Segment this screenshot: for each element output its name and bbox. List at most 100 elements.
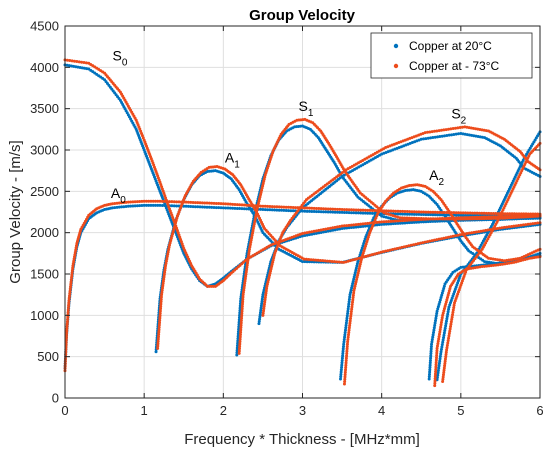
series-0-mode-1-point: [312, 210, 316, 214]
series-0-mode-6-point: [437, 302, 441, 306]
series-1-mode-2-point: [156, 346, 160, 350]
series-1-mode-5-point: [348, 323, 352, 327]
series-1-mode-6-point: [434, 356, 438, 360]
series-1-mode-1-point: [419, 210, 423, 214]
series-0-mode-1-point: [231, 206, 235, 210]
series-1-mode-2-point: [339, 260, 343, 264]
series-1-mode-2-point: [414, 242, 418, 246]
series-0-mode-1-point: [438, 213, 442, 217]
series-1-mode-3-point: [468, 217, 472, 221]
series-1-mode-6-point: [433, 372, 437, 376]
series-1-mode-3-point: [238, 335, 242, 339]
series-1-mode-5-point: [363, 244, 367, 248]
series-1-mode-1-point: [64, 339, 68, 342]
series-0-mode-1-point: [396, 212, 400, 216]
series-1-mode-2-point: [400, 245, 404, 249]
series-1-mode-3-point: [519, 215, 523, 219]
series-0-mode-0-point: [307, 233, 311, 237]
series-0-mode-5-point: [343, 328, 347, 332]
series-0-mode-1-point: [266, 208, 270, 212]
series-1-mode-6-point: [434, 363, 438, 367]
series-1-mode-5-point: [350, 303, 354, 307]
series-1-mode-3-point: [239, 326, 243, 330]
series-1-mode-3-point: [417, 216, 421, 220]
series-0-mode-0-point: [314, 231, 318, 235]
y-tick-label: 0: [52, 391, 59, 406]
mode-label-a1: A1: [225, 149, 240, 170]
series-0-mode-0-point: [342, 226, 346, 230]
series-0-mode-1-point: [429, 213, 433, 217]
series-1-mode-5-point: [363, 246, 367, 250]
series-0-mode-0-point: [366, 224, 370, 228]
series-1-mode-0-point: [389, 219, 393, 223]
series-0-mode-1-point: [235, 206, 239, 210]
series-1-mode-5-point: [348, 321, 352, 325]
series-1-mode-1-point: [149, 199, 153, 203]
series-1-mode-1-point: [170, 200, 174, 204]
series-1-mode-1-point: [512, 212, 516, 216]
series-1-mode-5-point: [361, 251, 365, 255]
series-1-mode-0-point: [305, 231, 309, 235]
series-1-mode-1-point: [163, 199, 167, 203]
series-1-mode-6-point: [516, 259, 520, 263]
series-1-mode-3-point: [239, 318, 243, 322]
y-tick-label: 3000: [30, 143, 59, 158]
series-0-mode-7-point: [439, 347, 443, 351]
series-0-mode-1-point: [354, 211, 358, 215]
series-1-mode-0-point: [73, 59, 76, 63]
series-1-mode-7-point: [452, 306, 456, 310]
series-1-mode-3-point: [245, 265, 249, 269]
series-0-mode-5-point: [340, 365, 344, 369]
series-1-mode-1-point: [515, 212, 519, 216]
series-0-mode-7-point: [445, 314, 449, 318]
series-0-mode-1-point: [205, 205, 209, 209]
series-1-mode-2-point: [510, 224, 513, 228]
series-1-mode-3-point: [242, 286, 246, 290]
series-1-mode-7-point: [441, 379, 445, 383]
series-1-mode-2-point: [456, 233, 460, 237]
series-0-mode-1-point: [217, 206, 221, 210]
series-0-mode-1-point: [436, 213, 440, 217]
series-0-mode-1-point: [280, 208, 284, 212]
series-1-mode-2-point: [512, 224, 516, 228]
series-0-mode-7-point: [441, 340, 445, 344]
series-0-mode-6-point: [428, 365, 432, 369]
series-1-mode-6-point: [519, 259, 523, 263]
series-1-mode-2-point: [398, 246, 402, 250]
series-1-mode-3-point: [241, 297, 245, 301]
series-1-mode-7-point: [450, 315, 454, 319]
series-1-mode-1-point: [72, 259, 76, 263]
series-1-mode-2-point: [484, 228, 488, 232]
series-1-mode-5-point: [345, 354, 349, 358]
series-1-mode-1-point: [196, 201, 200, 205]
series-1-mode-3-point: [245, 268, 249, 272]
series-1-mode-2-point: [163, 270, 167, 274]
series-1-mode-4-point: [263, 296, 267, 300]
series-0-mode-6-point: [435, 309, 439, 313]
series-1-mode-3-point: [246, 259, 250, 263]
series-1-mode-2-point: [498, 226, 502, 230]
series-1-mode-1-point: [67, 296, 71, 300]
series-0-mode-4-point: [258, 310, 262, 314]
series-1-mode-1-point: [70, 273, 74, 277]
series-1-mode-6-point: [473, 266, 477, 270]
series-1-mode-2-point: [533, 221, 537, 225]
series-1-mode-0-point: [356, 222, 360, 226]
series-1-mode-1-point: [203, 201, 207, 205]
series-0-mode-5-point: [346, 312, 350, 316]
series-1-mode-2-point: [165, 255, 169, 259]
legend-box: [370, 32, 533, 79]
series-0-mode-7-point: [437, 364, 441, 368]
y-tick-label: 500: [37, 349, 59, 364]
series-1-mode-6-point: [437, 332, 441, 336]
series-1-mode-3-point: [247, 249, 251, 253]
series-1-mode-1-point: [361, 208, 365, 212]
series-1-mode-2-point: [328, 259, 332, 263]
series-1-mode-5-point: [349, 316, 352, 320]
y-tick-label: 2500: [30, 184, 59, 199]
series-1-mode-1-point: [205, 201, 209, 205]
series-1-mode-2-point: [159, 304, 163, 308]
x-tick-label: 0: [61, 403, 68, 418]
series-1-mode-3-point: [517, 215, 521, 219]
